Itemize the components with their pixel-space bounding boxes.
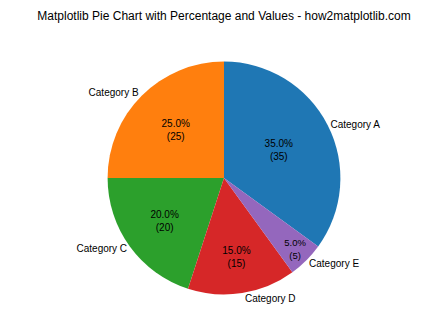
svg-text:Matplotlib Pie Chart with Perc: Matplotlib Pie Chart with Percentage and… — [37, 9, 410, 23]
svg-text:5.0%(5): 5.0%(5) — [284, 237, 306, 260]
svg-text:Category E: Category E — [309, 258, 359, 269]
svg-text:Category D: Category D — [245, 293, 296, 304]
svg-text:25.0%(25): 25.0%(25) — [162, 118, 190, 142]
svg-text:35.0%(35): 35.0%(35) — [265, 138, 293, 162]
svg-text:Category A: Category A — [330, 119, 380, 130]
svg-text:20.0%(20): 20.0%(20) — [150, 209, 178, 233]
svg-text:15.0%(15): 15.0%(15) — [222, 245, 250, 269]
svg-text:Category C: Category C — [77, 243, 128, 254]
svg-text:Category B: Category B — [89, 87, 139, 98]
